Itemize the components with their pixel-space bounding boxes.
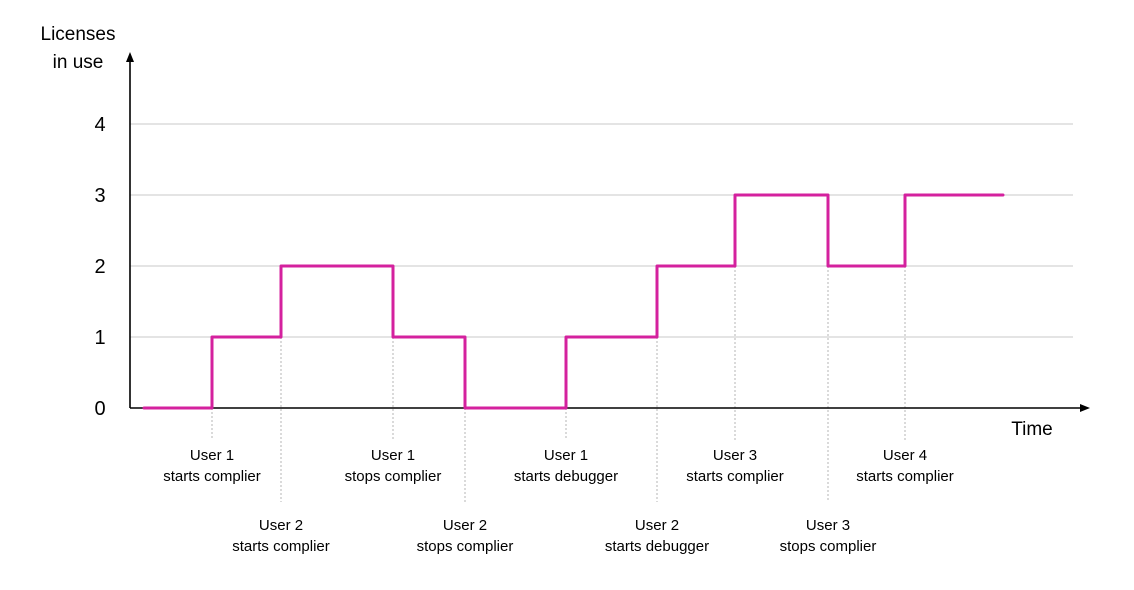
event-label: User 4 (883, 447, 927, 464)
y-axis-arrow (126, 52, 134, 62)
event-label: starts debugger (514, 468, 618, 485)
event-labels: User 1 starts complier User 2 starts compli… (163, 447, 954, 555)
event-label: User 3 (713, 447, 757, 464)
event-label: stops complier (417, 538, 514, 555)
event-label: User 2 (635, 517, 679, 534)
y-tick-label: 4 (94, 114, 105, 136)
y-tick-labels: 0 1 2 3 4 (94, 114, 105, 420)
event-guides (211, 266, 906, 502)
x-axis-title: Time (1011, 419, 1053, 440)
y-tick-label: 3 (94, 185, 105, 207)
axes (126, 52, 1090, 412)
x-axis-arrow (1080, 404, 1090, 412)
y-axis-title-line1: Licenses (41, 24, 116, 45)
event-label: User 1 (371, 447, 415, 464)
event-label: stops complier (345, 468, 442, 485)
grid (130, 123, 1073, 338)
event-label: starts complier (232, 538, 330, 555)
event-label: User 1 (544, 447, 588, 464)
event-label: User 1 (190, 447, 234, 464)
event-label: User 3 (806, 517, 850, 534)
event-label: starts debugger (605, 538, 709, 555)
y-tick-label: 0 (94, 398, 105, 420)
series-line (142, 193, 1005, 410)
event-label: User 2 (443, 517, 487, 534)
event-label: stops complier (780, 538, 877, 555)
event-label: starts complier (856, 468, 954, 485)
event-label: starts complier (163, 468, 261, 485)
series (142, 193, 1005, 410)
event-label: starts complier (686, 468, 784, 485)
y-axis-title-line2: in use (53, 52, 104, 73)
y-tick-label: 1 (94, 327, 105, 349)
y-tick-label: 2 (94, 256, 105, 278)
event-label: User 2 (259, 517, 303, 534)
